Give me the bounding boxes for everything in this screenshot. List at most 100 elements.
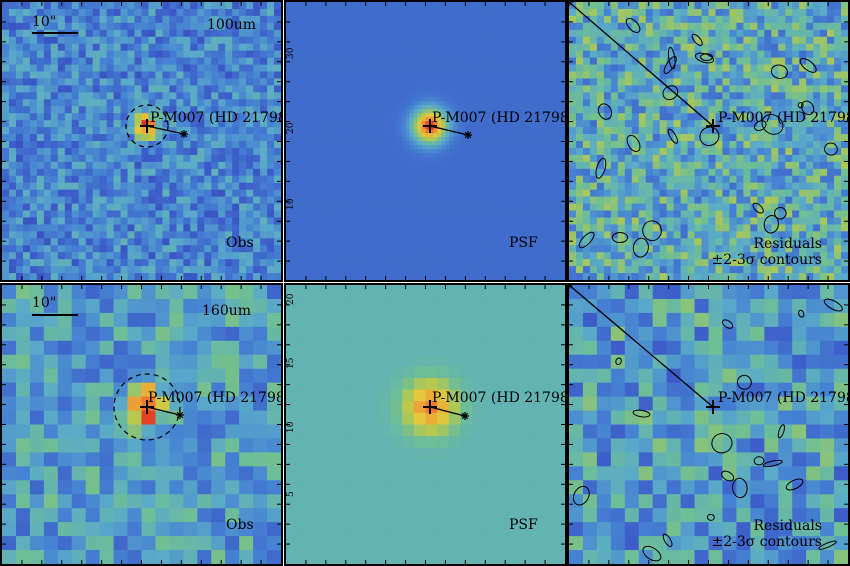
pixel (289, 101, 295, 106)
pixel (246, 252, 254, 260)
pixel (373, 144, 379, 150)
pixel (162, 231, 170, 239)
pixel (293, 77, 299, 83)
pixel (286, 125, 291, 130)
pixel (473, 45, 478, 51)
pixel (505, 69, 510, 75)
pixel (545, 121, 550, 126)
pixel (176, 15, 184, 24)
pixel (449, 184, 454, 190)
pixel (197, 266, 205, 274)
pixel (297, 101, 303, 106)
pixel (357, 144, 363, 150)
pixel (545, 117, 550, 122)
pixel (309, 113, 315, 118)
pixel (429, 29, 435, 35)
pixel (162, 161, 170, 170)
pixel (445, 164, 451, 170)
pixel (22, 175, 31, 184)
pixel (389, 180, 395, 186)
pixel (267, 231, 275, 239)
pixel (557, 37, 562, 43)
pixel (437, 168, 443, 174)
pixel (321, 164, 327, 170)
pixel (345, 2, 351, 7)
pixel (473, 97, 478, 102)
pixel (253, 168, 261, 177)
pixel (473, 168, 478, 174)
pixel (204, 22, 212, 31)
pixel (301, 109, 307, 114)
pixel (385, 49, 391, 55)
pixel (313, 57, 319, 63)
pixel (425, 109, 431, 114)
pixel (301, 93, 307, 98)
pixel (433, 25, 439, 31)
pixel (445, 25, 451, 31)
pixel (453, 152, 458, 158)
pixel (537, 49, 542, 55)
pixel (99, 78, 108, 86)
pixel (267, 238, 275, 246)
pixel (134, 113, 143, 121)
pixel (461, 29, 466, 35)
pixel (169, 224, 177, 232)
pixel (561, 109, 565, 114)
pixel (497, 89, 502, 94)
pixel (469, 53, 474, 59)
pixel (389, 77, 395, 83)
pixel (197, 113, 205, 121)
pixel (541, 81, 546, 86)
pixel (457, 81, 462, 86)
pixel (441, 148, 447, 154)
pixel (529, 81, 534, 86)
pixel (521, 9, 526, 15)
pixel (204, 161, 212, 170)
pixel (317, 33, 323, 39)
pixel (176, 36, 184, 45)
pixel (225, 92, 233, 100)
pixel (106, 50, 115, 59)
pixel (162, 141, 170, 149)
pixel (525, 49, 530, 55)
pixel (36, 273, 45, 280)
pixel (369, 117, 375, 122)
pixel (155, 245, 164, 253)
pixel (477, 9, 482, 15)
pixel (369, 2, 375, 7)
pixel (445, 152, 451, 158)
pixel (389, 125, 395, 130)
pixel (449, 121, 454, 126)
pixel (417, 61, 423, 67)
pixel (385, 188, 391, 194)
pixel (337, 141, 343, 146)
pixel (345, 113, 351, 118)
pixel (561, 33, 565, 39)
pixel (437, 77, 443, 83)
pixel (437, 160, 443, 166)
pixel (485, 73, 490, 79)
pixel (341, 13, 347, 19)
pixel (397, 2, 403, 7)
pixel (485, 97, 490, 102)
pixel (549, 168, 554, 174)
pixel (57, 141, 66, 149)
pixel (557, 152, 562, 158)
pixel (85, 8, 94, 17)
pixel (481, 21, 486, 27)
pixel (385, 172, 391, 178)
pixel (441, 160, 447, 166)
pixel (557, 184, 562, 190)
pixel (225, 175, 233, 184)
pixel (489, 125, 494, 130)
pixel (353, 45, 359, 51)
pixel (71, 120, 80, 128)
pixel (297, 89, 303, 94)
pixel (148, 71, 157, 80)
pixel (501, 144, 506, 150)
pixel (525, 152, 530, 158)
pixel (401, 137, 407, 142)
pixel (337, 93, 343, 98)
pixel (545, 101, 550, 106)
pixel (286, 121, 291, 126)
